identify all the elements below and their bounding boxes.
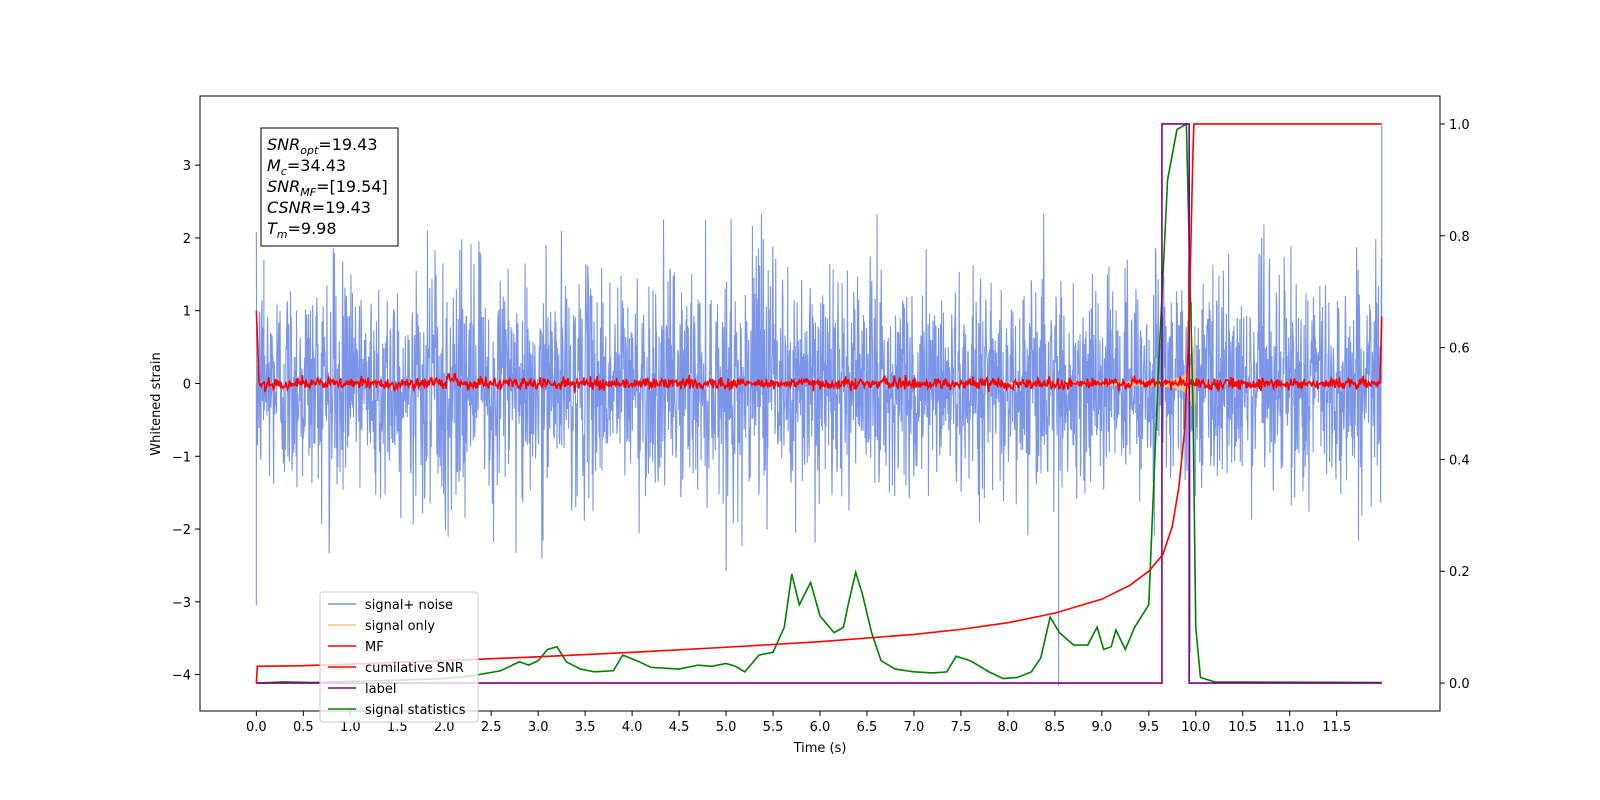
left-y-tick-label: 1 bbox=[183, 305, 191, 320]
annotation-frame bbox=[260, 127, 399, 247]
right-y-tick-label: 0.6 bbox=[1449, 342, 1470, 357]
x-tick-label: 7.5 bbox=[951, 720, 972, 735]
y-axis-label: Whitened strain bbox=[149, 352, 164, 455]
left-y-tick-label: −2 bbox=[172, 523, 191, 538]
right-y-tick-label: 1.0 bbox=[1449, 118, 1470, 133]
x-tick-label: 6.5 bbox=[857, 720, 878, 735]
x-tick-label: 4.0 bbox=[622, 720, 643, 735]
annotation-line: SNRopt=19.43 bbox=[267, 135, 378, 157]
x-tick-label: 6.0 bbox=[810, 720, 831, 735]
x-tick-label: 11.5 bbox=[1322, 720, 1351, 735]
x-tick-label: 0.0 bbox=[246, 720, 267, 735]
x-tick-label: 7.0 bbox=[904, 720, 925, 735]
x-tick-label: 11.0 bbox=[1275, 720, 1304, 735]
left-y-tick-label: −4 bbox=[172, 669, 191, 684]
x-tick-label: 2.0 bbox=[434, 720, 455, 735]
stats-annotation-box: SNRopt=19.43Mc=34.43SNRMF=[19.54]CSNR=19… bbox=[260, 127, 399, 247]
annotation-line: Tm=9.98 bbox=[267, 219, 337, 241]
x-tick-label: 1.5 bbox=[387, 720, 408, 735]
legend: signal+ noise signal only MF cumilative SNR… bbox=[319, 591, 479, 723]
series-mf-line bbox=[255, 310, 1383, 393]
legend-entry-label: signal statistics bbox=[365, 703, 466, 718]
x-axis-ticks: 0.0 0.5 1.0 1.5 2.0 2.5 3.0 3.5 4.0 4.5 5.0 5.5 6.0 6… bbox=[246, 711, 1351, 735]
right-y-tick-label: 0.4 bbox=[1449, 453, 1470, 468]
series-label-line bbox=[256, 123, 1382, 684]
legend-entry-label: cumilative SNR bbox=[365, 661, 464, 676]
x-tick-label: 9.5 bbox=[1138, 720, 1159, 735]
legend-entry-label: label bbox=[365, 682, 396, 697]
x-tick-label: 8.5 bbox=[1045, 720, 1066, 735]
legend-entry-label: signal+ noise bbox=[365, 598, 453, 613]
series-signal-plus-noise-line bbox=[255, 125, 1383, 686]
series-signal-statistics-line bbox=[256, 122, 1382, 684]
right-y-tick-label: 0.8 bbox=[1449, 230, 1470, 245]
left-y-tick-label: 0 bbox=[183, 377, 191, 392]
x-axis-label: Time (s) bbox=[793, 741, 847, 756]
legend-entry-label: MF bbox=[365, 640, 384, 655]
left-y-tick-label: 3 bbox=[183, 159, 191, 174]
x-tick-label: 5.0 bbox=[716, 720, 737, 735]
annotation-line: Mc=34.43 bbox=[267, 156, 346, 178]
x-tick-label: 2.5 bbox=[481, 720, 502, 735]
x-tick-label: 0.5 bbox=[293, 720, 314, 735]
left-y-tick-label: −1 bbox=[172, 450, 191, 465]
x-tick-label: 8.0 bbox=[998, 720, 1019, 735]
annotation-line: CSNR=19.43 bbox=[267, 198, 371, 217]
x-tick-label: 9.0 bbox=[1091, 720, 1112, 735]
x-tick-label: 10.5 bbox=[1228, 720, 1257, 735]
annotation-line: SNRMF=[19.54] bbox=[267, 177, 388, 199]
x-tick-label: 10.0 bbox=[1181, 720, 1210, 735]
right-y-axis-ticks: 1.0 0.8 0.6 0.4 0.2 0.0 bbox=[1440, 118, 1470, 692]
x-tick-label: 5.5 bbox=[763, 720, 784, 735]
legend-frame bbox=[319, 591, 479, 723]
x-tick-label: 3.5 bbox=[575, 720, 596, 735]
x-tick-label: 3.0 bbox=[528, 720, 549, 735]
left-y-axis-ticks: 3 2 1 0 −1 −2 −3 −4 bbox=[172, 159, 200, 684]
x-tick-label: 1.0 bbox=[340, 720, 361, 735]
legend-entry-label: signal only bbox=[365, 619, 435, 634]
right-y-tick-label: 0.2 bbox=[1449, 565, 1470, 580]
left-y-tick-label: 2 bbox=[183, 232, 191, 247]
left-y-tick-label: −3 bbox=[172, 596, 191, 611]
right-y-tick-label: 0.0 bbox=[1449, 677, 1470, 692]
x-tick-label: 4.5 bbox=[669, 720, 690, 735]
